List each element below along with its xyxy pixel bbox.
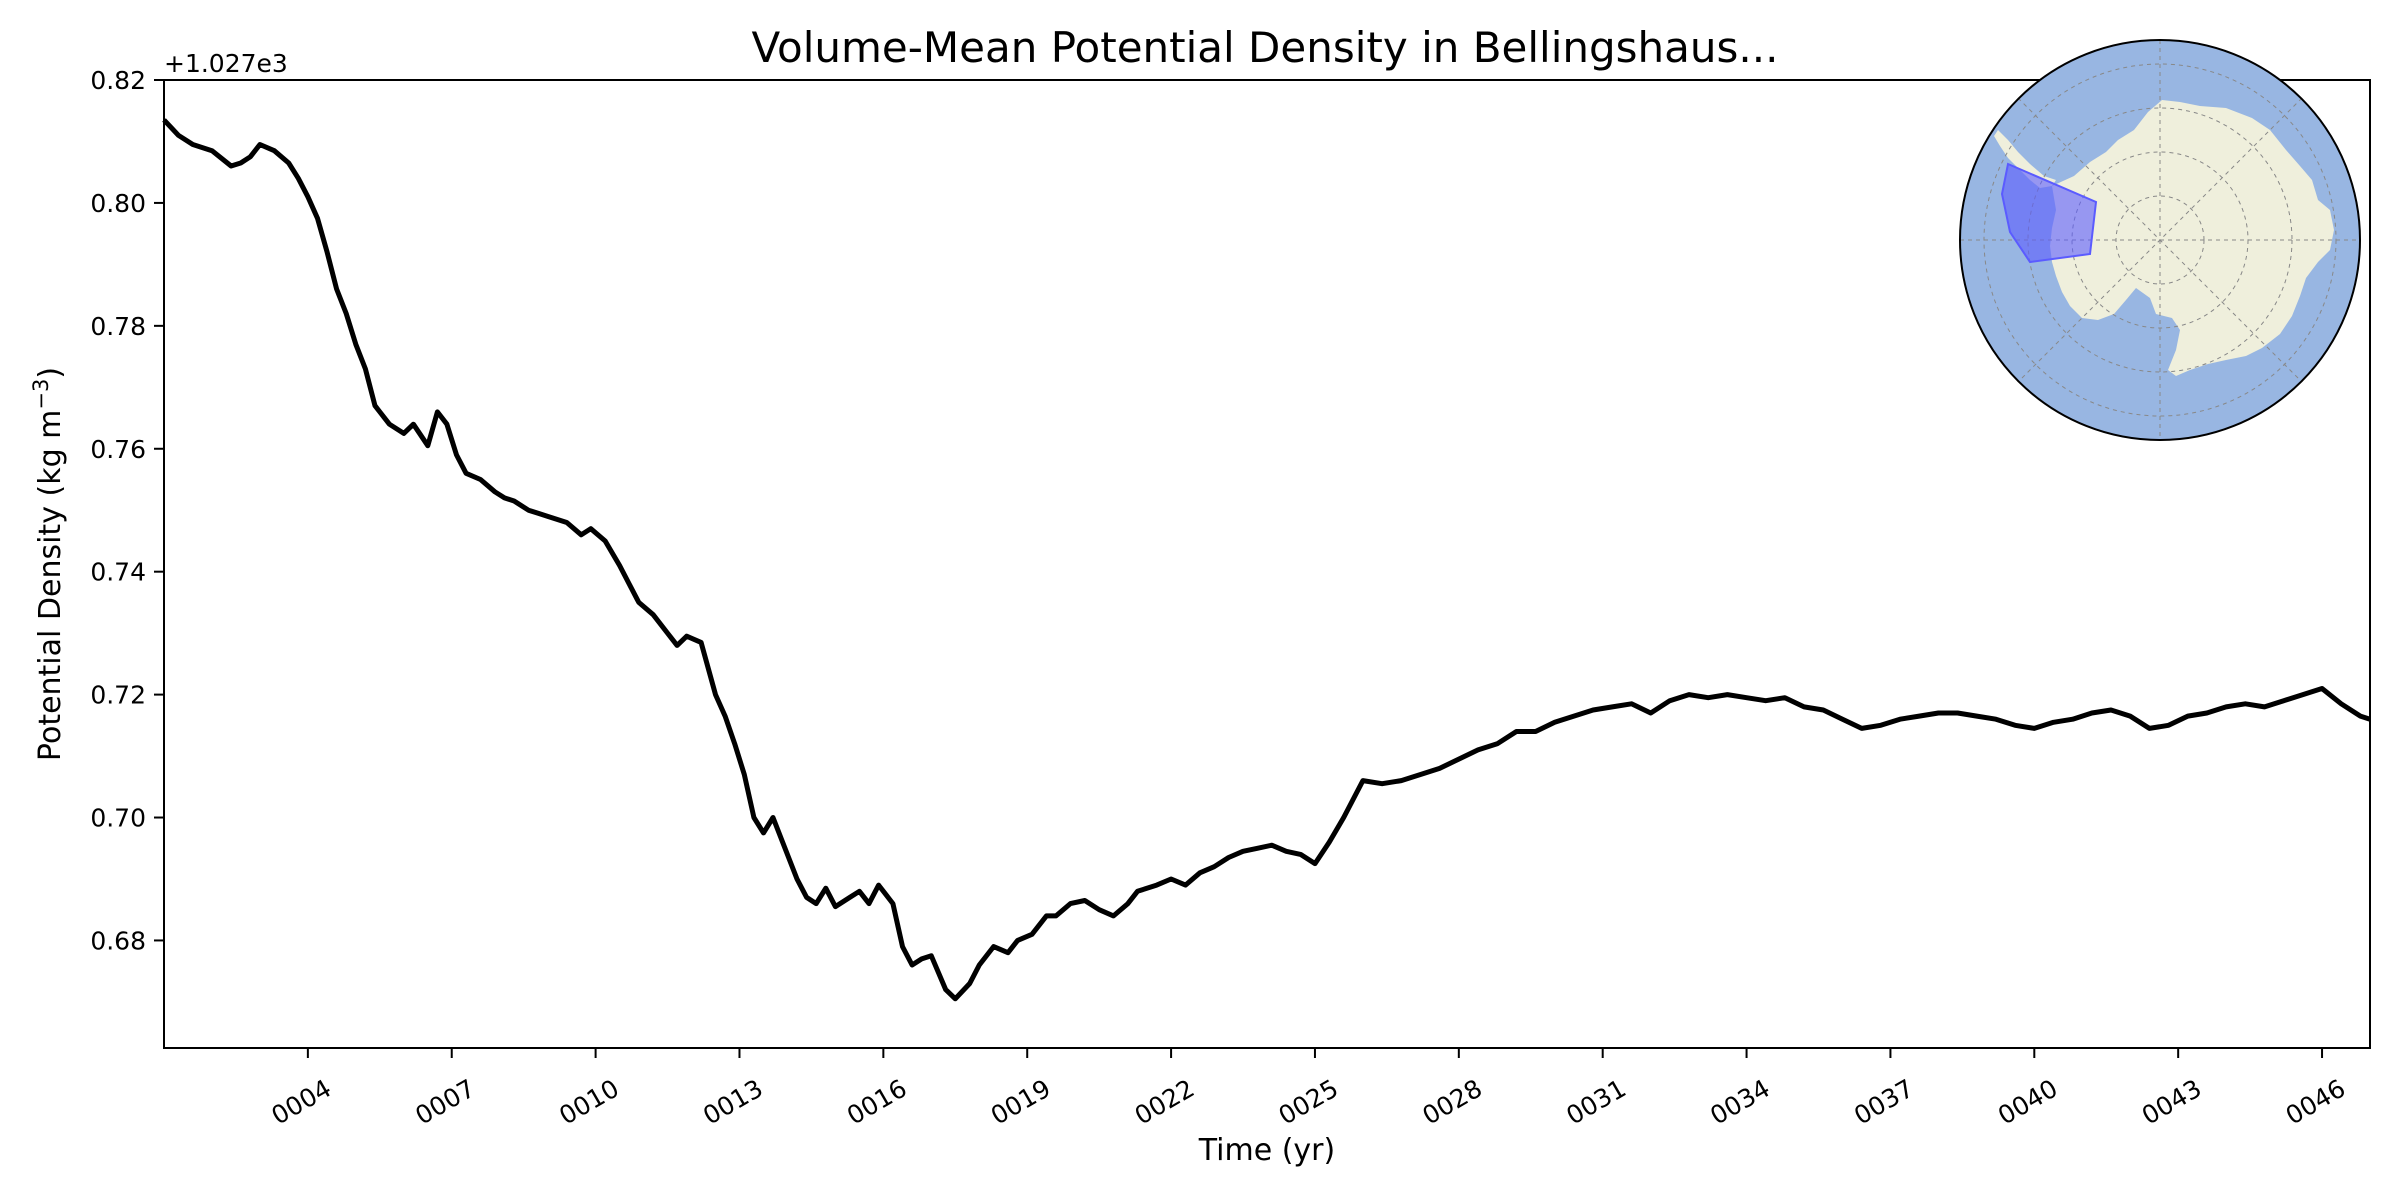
x-tick-label: 0046 <box>2281 1074 2351 1131</box>
y-tick-label: 0.70 <box>90 804 146 833</box>
y-axis-label-close: ) <box>33 367 68 379</box>
x-axis-label: Time (yr) <box>1198 1133 1335 1168</box>
y-tick-label: 0.74 <box>90 558 146 587</box>
inset-map-antarctica <box>1959 39 2361 441</box>
y-tick-label: 0.82 <box>90 66 146 95</box>
x-tick-label: 0010 <box>554 1074 624 1131</box>
y-tick-label: 0.80 <box>90 189 146 218</box>
x-tick-label: 0022 <box>1130 1074 1200 1131</box>
y-tick-label: 0.72 <box>90 681 146 710</box>
x-tick-label: 0028 <box>1417 1074 1487 1131</box>
map-antarctica-land <box>2050 100 2334 376</box>
x-axis-ticks: 0004 0007 0010 0013 0016 0019 0022 0025 0028 0031… <box>267 1048 2351 1131</box>
x-tick-label: 0040 <box>1993 1074 2063 1131</box>
y-axis-ticks: 0.68 0.70 0.72 0.74 0.76 0.78 0.80 0.82 <box>90 66 164 955</box>
map-border <box>1959 39 2361 441</box>
plot-area-frame <box>163 79 2371 1049</box>
y-tick-label: 0.76 <box>90 435 146 464</box>
series-group <box>162 118 2371 1002</box>
x-tick-label: 0025 <box>1274 1074 1344 1131</box>
y-axis-label: Potential Density (kg m−3) <box>29 367 68 761</box>
y-axis-label-unit-exponent: −3 <box>29 379 53 410</box>
chart-title: Volume-Mean Potential Density in Belling… <box>752 23 1779 72</box>
map-antarctic-peninsula <box>1994 130 2056 188</box>
y-axis-offset-label: +1.027e3 <box>164 49 288 78</box>
map-bellingshausen-region <box>2000 162 2098 264</box>
x-tick-label: 0004 <box>267 1074 337 1131</box>
x-tick-label: 0031 <box>1561 1074 1631 1131</box>
y-tick-label: 0.68 <box>90 926 146 955</box>
x-tick-label: 0016 <box>842 1074 912 1131</box>
x-tick-label: 0013 <box>698 1074 768 1131</box>
x-tick-label: 0037 <box>1849 1074 1919 1131</box>
x-tick-label: 0019 <box>986 1074 1056 1131</box>
y-tick-label: 0.78 <box>90 312 146 341</box>
series-line-0 <box>162 118 2371 1002</box>
x-tick-label: 0043 <box>2137 1074 2207 1131</box>
y-axis-label-main: Potential Density (kg m <box>33 410 68 761</box>
x-tick-label: 0034 <box>1705 1074 1775 1131</box>
x-tick-label: 0007 <box>410 1074 480 1131</box>
